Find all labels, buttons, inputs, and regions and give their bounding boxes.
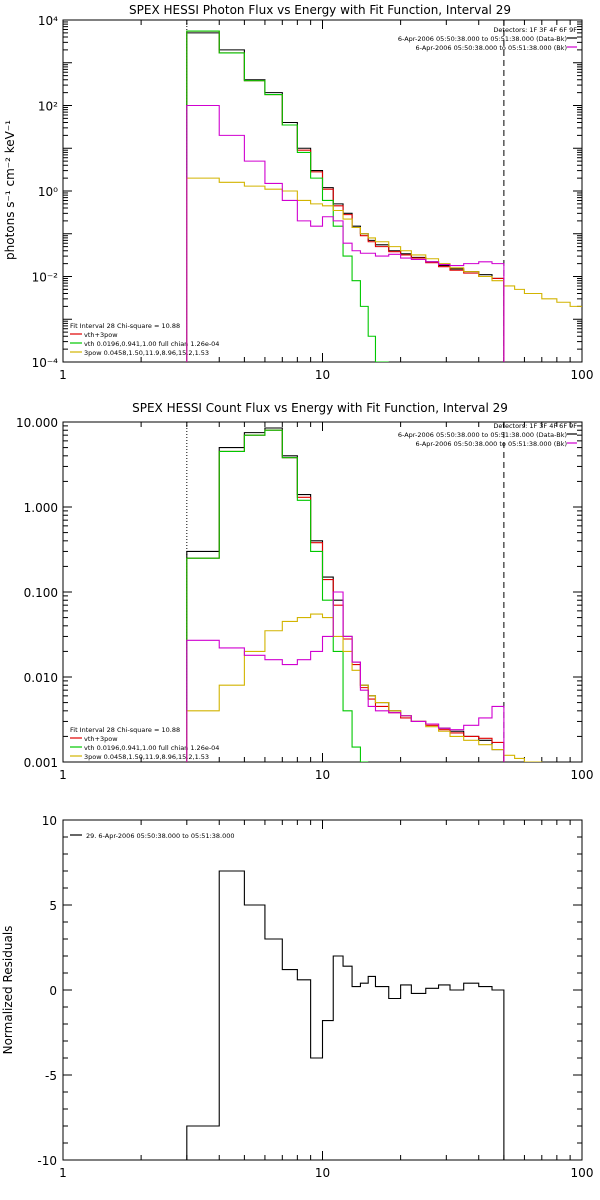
photon-flux-info-detectors: Detectors: 1F 3F 4F 6F 9F: [493, 26, 577, 34]
series-29-6-apr-2006-05-50-38-000-to-05-51-38-000: [186, 870, 505, 1160]
series-3pow: [186, 177, 582, 362]
count-flux-info-databk: 6-Apr-2006 05:50:38.000 to 05:51:38.000 …: [398, 431, 567, 439]
series-bk: [186, 591, 505, 762]
photon-flux-info-databk: 6-Apr-2006 05:50:38.000 to 05:51:38.000 …: [398, 35, 567, 43]
y-tick-label: -5: [45, 1069, 57, 1083]
photon-flux-legend-3pow: 3pow 0.0458,1.50,11.9,8.96,15.2,1.53: [84, 349, 209, 357]
y-tick-label: 10²: [38, 100, 58, 114]
y-tick-label: 10⁰: [38, 185, 58, 199]
photon-flux-info-bk: 6-Apr-2006 05:50:38.000 to 05:51:38.000 …: [416, 44, 567, 52]
x-tick-label: 100: [571, 368, 594, 382]
series-group: [186, 30, 582, 362]
y-tick-label: 10: [42, 814, 57, 828]
residuals-legend-label: 29. 6-Apr-2006 05:50:38.000 to 05:51:38.…: [86, 832, 235, 840]
series-vth: [186, 30, 389, 362]
residuals-panel: Normalized Residuals 29. 6-Apr-2006 05:5…: [1, 814, 593, 1180]
photon-flux-legend-vth: vth 0.0196,0.941,1.00 full chian 1.26e-0…: [84, 340, 219, 348]
series-data-bk: [186, 427, 505, 762]
x-tick-label: 10: [315, 368, 330, 382]
count-flux-info-detectors: Detectors: 1F 3F 4F 6F 9F: [493, 422, 577, 430]
count-flux-legend-vthpow: vth+3pow: [84, 735, 118, 743]
count-flux-legend-3pow: 3pow 0.0458,1.50,11.9,8.96,15.2,1.53: [84, 753, 209, 761]
count-flux-panel: SPEX HESSI Count Flux vs Energy with Fit…: [16, 401, 593, 782]
series-group: [186, 427, 543, 762]
x-tick-label: 1: [59, 368, 67, 382]
x-tick-label: 10: [315, 1166, 330, 1180]
y-tick-label: 10.000: [16, 416, 58, 430]
y-tick-label: 1.000: [24, 501, 58, 515]
count-flux-info-bk: 6-Apr-2006 05:50:38.000 to 05:51:38.000 …: [416, 440, 567, 448]
y-tick-label: 10⁴: [38, 14, 58, 28]
y-tick-label: 0.100: [24, 586, 58, 600]
photon-flux-ylabel: photons s⁻¹ cm⁻² keV⁻¹: [3, 120, 17, 260]
photon-flux-panel: SPEX HESSI Photon Flux vs Energy with Fi…: [3, 3, 593, 382]
series-group: [186, 870, 505, 1160]
photon-flux-legend: Fit Interval 28 Chi-square = 10.88 vth+3…: [70, 322, 219, 357]
photon-flux-info: Detectors: 1F 3F 4F 6F 9F 6-Apr-2006 05:…: [398, 26, 577, 52]
residuals-legend: 29. 6-Apr-2006 05:50:38.000 to 05:51:38.…: [86, 832, 235, 840]
y-tick-label: -10: [37, 1154, 57, 1168]
photon-flux-title: SPEX HESSI Photon Flux vs Energy with Fi…: [129, 3, 511, 17]
series-data-bk: [186, 32, 505, 362]
photon-flux-legend-vthpow: vth+3pow: [84, 331, 118, 339]
y-tick-label: 0: [49, 984, 57, 998]
series-bk: [186, 104, 505, 362]
count-flux-title: SPEX HESSI Count Flux vs Energy with Fit…: [132, 401, 508, 415]
count-flux-info: Detectors: 1F 3F 4F 6F 9F 6-Apr-2006 05:…: [398, 422, 577, 448]
x-tick-label: 10: [315, 768, 330, 782]
y-tick-label: 0.001: [24, 756, 58, 770]
x-tick-label: 100: [571, 768, 594, 782]
count-flux-legend: Fit Interval 28 Chi-square = 10.88 vth+3…: [70, 726, 219, 761]
y-tick-label: 5: [49, 899, 57, 913]
x-tick-label: 1: [59, 768, 67, 782]
count-flux-legend-fit: Fit Interval 28 Chi-square = 10.88: [70, 726, 180, 734]
x-tick-label: 1: [59, 1166, 67, 1180]
residuals-ylabel: Normalized Residuals: [1, 926, 15, 1055]
y-tick-label: 10⁻⁴: [32, 356, 59, 370]
series-vth-3pow: [186, 30, 505, 362]
y-tick-label: 10⁻²: [32, 271, 59, 285]
y-tick-label: 0.010: [24, 671, 58, 685]
series-vth: [186, 429, 369, 762]
series-3pow: [186, 613, 543, 762]
photon-flux-legend-fit: Fit Interval 28 Chi-square = 10.88: [70, 322, 180, 330]
count-flux-legend-vth: vth 0.0196,0.941,1.00 full chian 1.26e-0…: [84, 744, 219, 752]
x-tick-label: 100: [571, 1166, 594, 1180]
series-vth-3pow: [186, 429, 505, 762]
